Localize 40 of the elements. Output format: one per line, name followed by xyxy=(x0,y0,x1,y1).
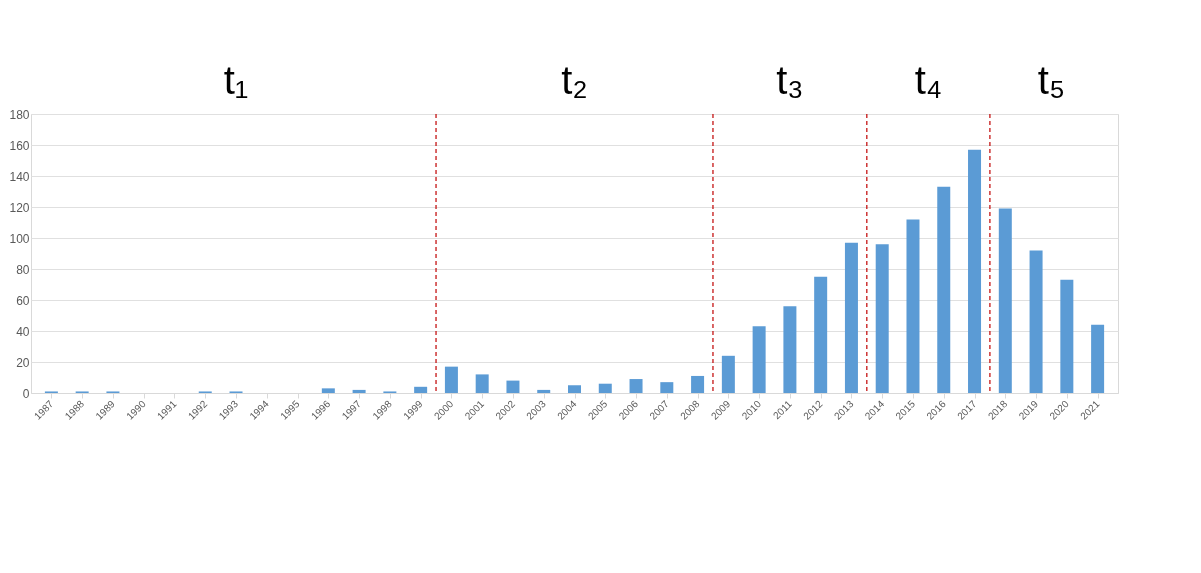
y-tick-label: 20 xyxy=(16,355,30,370)
bar xyxy=(1060,279,1074,393)
bar xyxy=(444,366,458,393)
bar xyxy=(875,244,889,393)
bar xyxy=(998,208,1012,393)
y-tick-label: 60 xyxy=(16,293,30,308)
bar xyxy=(568,385,581,393)
bar xyxy=(783,306,797,393)
bar xyxy=(321,388,335,393)
y-tick-label: 160 xyxy=(9,138,30,153)
bar xyxy=(906,219,920,393)
text: t₄ xyxy=(914,58,943,102)
bar xyxy=(598,383,612,393)
y-tick-label: 100 xyxy=(9,231,30,246)
bar xyxy=(1091,324,1105,393)
y-tick-label: 180 xyxy=(9,107,30,122)
bar xyxy=(475,374,489,393)
y-tick-label: 0 xyxy=(22,386,30,401)
bar xyxy=(660,382,674,393)
y-tick-label: 80 xyxy=(16,262,30,277)
bar xyxy=(968,149,982,393)
bar xyxy=(1029,250,1043,393)
bar xyxy=(937,186,951,393)
text: t₂ xyxy=(561,58,588,102)
text: t₃ xyxy=(776,58,804,102)
text: t₁ xyxy=(223,58,249,102)
bar xyxy=(691,375,705,393)
y-tick-label: 40 xyxy=(16,324,30,339)
bar xyxy=(721,355,735,393)
y-tick-label: 120 xyxy=(9,200,30,215)
bar xyxy=(629,379,643,393)
bar xyxy=(752,326,766,393)
bar xyxy=(814,276,828,393)
bar xyxy=(537,389,551,393)
bar xyxy=(352,389,366,393)
bar xyxy=(844,242,858,393)
bar xyxy=(506,380,520,393)
y-tick-label: 140 xyxy=(9,169,30,184)
text: t₅ xyxy=(1037,58,1066,102)
bar xyxy=(414,386,428,393)
